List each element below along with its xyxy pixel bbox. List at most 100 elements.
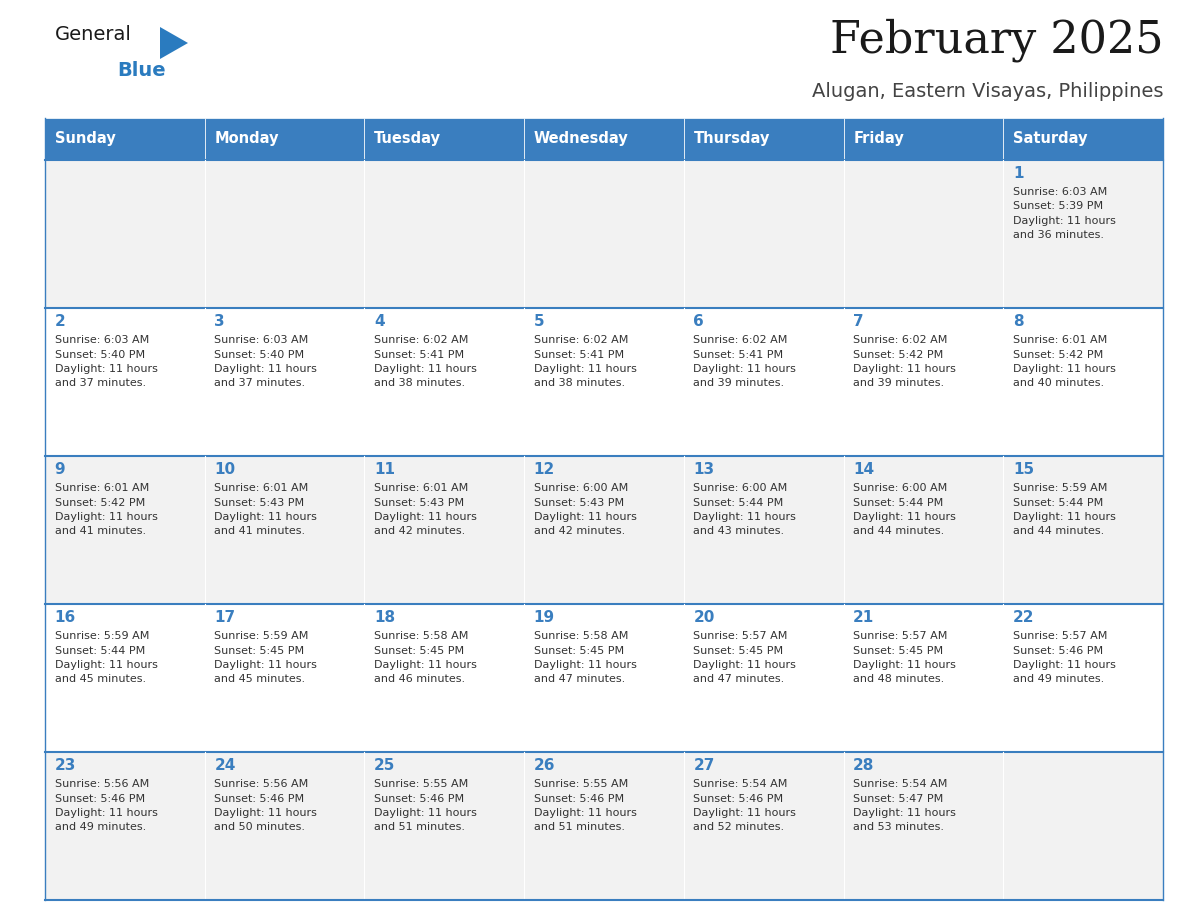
Text: 25: 25 [374,758,396,773]
Text: and 45 minutes.: and 45 minutes. [55,675,146,685]
Text: Sunrise: 6:00 AM: Sunrise: 6:00 AM [853,483,947,493]
Bar [684,308,843,456]
Text: and 39 minutes.: and 39 minutes. [694,378,784,388]
Bar [1004,160,1163,308]
Bar [524,160,684,308]
Text: and 40 minutes.: and 40 minutes. [1013,378,1104,388]
Bar [365,752,524,900]
Text: Sunset: 5:43 PM: Sunset: 5:43 PM [214,498,304,508]
Bar [204,308,365,456]
Text: and 42 minutes.: and 42 minutes. [374,527,466,536]
Text: and 42 minutes.: and 42 minutes. [533,527,625,536]
Text: and 48 minutes.: and 48 minutes. [853,675,944,685]
Bar [684,160,843,308]
Text: 11: 11 [374,462,396,477]
Text: 28: 28 [853,758,874,773]
Text: Sunset: 5:42 PM: Sunset: 5:42 PM [55,498,145,508]
Text: and 37 minutes.: and 37 minutes. [55,378,146,388]
Text: 18: 18 [374,610,396,625]
Text: Sunset: 5:46 PM: Sunset: 5:46 PM [694,793,784,803]
Text: Daylight: 11 hours: Daylight: 11 hours [214,512,317,522]
Text: 6: 6 [694,314,704,329]
Text: 12: 12 [533,462,555,477]
Text: 27: 27 [694,758,715,773]
Text: Sunset: 5:41 PM: Sunset: 5:41 PM [533,350,624,360]
Bar [524,456,684,604]
Text: Daylight: 11 hours: Daylight: 11 hours [214,660,317,670]
Text: Sunrise: 6:02 AM: Sunrise: 6:02 AM [533,335,628,345]
Text: Daylight: 11 hours: Daylight: 11 hours [533,364,637,374]
Bar [843,604,1004,752]
Text: Sunset: 5:44 PM: Sunset: 5:44 PM [1013,498,1104,508]
Bar [524,752,684,900]
Text: Sunrise: 5:59 AM: Sunrise: 5:59 AM [55,631,148,641]
Text: and 47 minutes.: and 47 minutes. [533,675,625,685]
Text: Sunrise: 5:57 AM: Sunrise: 5:57 AM [1013,631,1107,641]
Text: Sunset: 5:45 PM: Sunset: 5:45 PM [853,645,943,655]
Text: 7: 7 [853,314,864,329]
Text: Daylight: 11 hours: Daylight: 11 hours [533,512,637,522]
Text: Sunset: 5:45 PM: Sunset: 5:45 PM [533,645,624,655]
Bar [45,118,204,160]
Bar [204,160,365,308]
Bar [45,604,204,752]
Bar [365,604,524,752]
Bar [524,604,684,752]
Text: Sunrise: 6:03 AM: Sunrise: 6:03 AM [55,335,148,345]
Bar [45,456,204,604]
Text: February 2025: February 2025 [829,18,1163,62]
Text: Sunrise: 6:03 AM: Sunrise: 6:03 AM [214,335,309,345]
Text: Sunrise: 5:59 AM: Sunrise: 5:59 AM [1013,483,1107,493]
Text: Daylight: 11 hours: Daylight: 11 hours [55,660,158,670]
Bar [45,308,204,456]
Text: Sunset: 5:40 PM: Sunset: 5:40 PM [214,350,304,360]
Text: and 44 minutes.: and 44 minutes. [853,527,944,536]
Bar [684,752,843,900]
Text: Sunset: 5:43 PM: Sunset: 5:43 PM [374,498,465,508]
Polygon shape [160,27,188,59]
Text: Sunrise: 6:01 AM: Sunrise: 6:01 AM [214,483,309,493]
Bar [1004,752,1163,900]
Text: Daylight: 11 hours: Daylight: 11 hours [1013,512,1116,522]
Text: Sunset: 5:47 PM: Sunset: 5:47 PM [853,793,943,803]
Text: Sunset: 5:45 PM: Sunset: 5:45 PM [214,645,304,655]
Text: Daylight: 11 hours: Daylight: 11 hours [694,512,796,522]
Text: Daylight: 11 hours: Daylight: 11 hours [853,808,956,818]
Text: Daylight: 11 hours: Daylight: 11 hours [694,808,796,818]
Bar [1004,456,1163,604]
Text: Sunset: 5:44 PM: Sunset: 5:44 PM [55,645,145,655]
Text: Sunset: 5:46 PM: Sunset: 5:46 PM [374,793,465,803]
Text: Sunrise: 6:01 AM: Sunrise: 6:01 AM [374,483,468,493]
Text: Sunset: 5:44 PM: Sunset: 5:44 PM [694,498,784,508]
Text: Sunrise: 6:02 AM: Sunrise: 6:02 AM [374,335,468,345]
Bar [524,308,684,456]
Text: Sunset: 5:41 PM: Sunset: 5:41 PM [374,350,465,360]
Text: Daylight: 11 hours: Daylight: 11 hours [55,512,158,522]
Text: Daylight: 11 hours: Daylight: 11 hours [533,660,637,670]
Text: 14: 14 [853,462,874,477]
Text: and 41 minutes.: and 41 minutes. [214,527,305,536]
Text: Sunrise: 5:55 AM: Sunrise: 5:55 AM [533,779,628,789]
Text: and 39 minutes.: and 39 minutes. [853,378,944,388]
Text: Daylight: 11 hours: Daylight: 11 hours [374,808,476,818]
Text: Sunset: 5:43 PM: Sunset: 5:43 PM [533,498,624,508]
Text: Sunrise: 5:56 AM: Sunrise: 5:56 AM [214,779,309,789]
Text: and 38 minutes.: and 38 minutes. [374,378,466,388]
Text: Sunrise: 6:01 AM: Sunrise: 6:01 AM [55,483,148,493]
Text: Sunrise: 5:54 AM: Sunrise: 5:54 AM [853,779,948,789]
Text: 4: 4 [374,314,385,329]
Bar [204,456,365,604]
Bar [843,160,1004,308]
Text: Daylight: 11 hours: Daylight: 11 hours [853,660,956,670]
Text: Sunrise: 6:00 AM: Sunrise: 6:00 AM [533,483,628,493]
Text: Daylight: 11 hours: Daylight: 11 hours [374,512,476,522]
Text: 15: 15 [1013,462,1034,477]
Text: and 38 minutes.: and 38 minutes. [533,378,625,388]
Bar [1004,604,1163,752]
Text: Sunset: 5:44 PM: Sunset: 5:44 PM [853,498,943,508]
Text: Daylight: 11 hours: Daylight: 11 hours [1013,660,1116,670]
Bar [843,118,1004,160]
Text: Daylight: 11 hours: Daylight: 11 hours [694,660,796,670]
Text: Sunrise: 5:54 AM: Sunrise: 5:54 AM [694,779,788,789]
Text: Daylight: 11 hours: Daylight: 11 hours [853,512,956,522]
